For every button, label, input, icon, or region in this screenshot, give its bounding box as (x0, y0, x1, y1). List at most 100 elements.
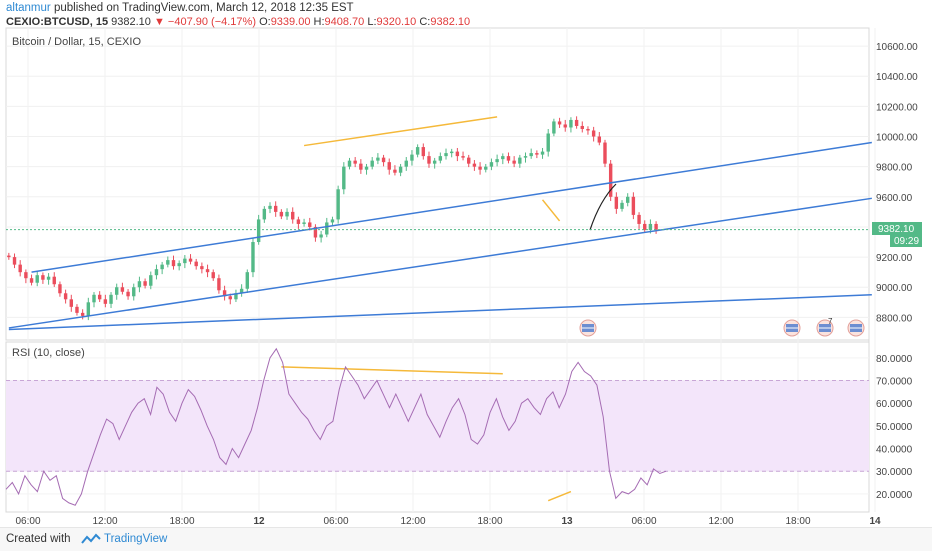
time-tick-label: 12:00 (92, 516, 117, 527)
price-tick-label: 9000.00 (876, 283, 913, 294)
lower-channel-line[interactable] (8, 197, 872, 329)
candle-body (444, 153, 448, 157)
candle-body (228, 296, 232, 300)
rsi-tick-label: 80.0000 (876, 354, 913, 365)
candle-body (126, 291, 130, 297)
price-divergence-drop-line[interactable] (541, 199, 561, 222)
candle-body (7, 255, 11, 258)
time-axis[interactable]: 06:00 12:00 18:00 12 06:00 12:00 18:00 13 06:00 1… (15, 516, 881, 527)
time-tick-label: 06:00 (323, 516, 348, 527)
price-tick-label: 8800.00 (876, 313, 913, 324)
candle-body (256, 219, 261, 243)
candle-body (103, 299, 108, 304)
upper-channel-line[interactable] (31, 141, 872, 273)
candle-body (41, 275, 45, 280)
candle-body (637, 214, 641, 224)
projection-arrow-drawing[interactable] (589, 183, 617, 231)
candle-body (336, 189, 340, 220)
candle-body (120, 287, 125, 292)
time-tick-label: 13 (561, 516, 573, 527)
candle-body (506, 156, 511, 161)
price-axis[interactable]: 10600.00 10400.00 10200.00 10000.00 9800.00 9… (876, 42, 918, 324)
rsi-divergence-bottom-line[interactable] (547, 490, 572, 502)
candle-body (268, 205, 272, 209)
change-value: −407.90 (−4.17%) (167, 16, 256, 28)
candle-body (415, 147, 420, 155)
time-tick-label: 18:00 (169, 516, 194, 527)
candle-body (291, 211, 295, 220)
candle-body (438, 156, 443, 161)
last-price-tag-text: 9382.10 (878, 224, 915, 235)
candle-body (166, 260, 170, 265)
candle-body (325, 222, 329, 235)
rsi-divergence-top-line[interactable] (281, 366, 503, 375)
candle-body (183, 258, 187, 264)
candle-body (620, 202, 624, 209)
candle-body (262, 208, 267, 220)
candle-body (472, 163, 477, 167)
candle-body (432, 160, 437, 164)
time-tick-label: 18:00 (785, 516, 810, 527)
rsi-axis[interactable]: 80.0000 70.0000 60.0000 50.0000 40.0000 30.00… (876, 354, 913, 501)
price-tick-label: 9200.00 (876, 253, 913, 264)
chart-canvas[interactable]: 10600.00 10400.00 10200.00 10000.00 9800.00 9… (0, 0, 932, 527)
candle-body (654, 223, 658, 230)
candle-body (421, 147, 426, 157)
price-tick-label: 9600.00 (876, 193, 913, 204)
ohlc-header: CEXIO:BTCUSD, 15 9382.10 ▼ −407.90 (−4.1… (6, 16, 470, 28)
us-flag-group-icon[interactable]: 7 (816, 317, 834, 337)
candle-body (552, 121, 556, 134)
candle-body (523, 156, 528, 158)
us-flag-icon[interactable] (847, 319, 865, 337)
tradingview-logo-icon (81, 533, 101, 544)
candle-body (518, 157, 522, 164)
long-term-support-line[interactable] (8, 294, 872, 331)
candle-body (580, 125, 584, 129)
candle-body (330, 219, 335, 223)
candle-body (364, 166, 369, 170)
us-flag-icon[interactable] (579, 319, 597, 337)
price-tick-label: 10000.00 (876, 133, 918, 144)
candle-body (92, 294, 96, 303)
candle-body (63, 293, 68, 300)
candle-body (591, 130, 596, 137)
trendline-drawings[interactable] (8, 116, 872, 502)
candle-body (427, 156, 431, 164)
candle-body (273, 205, 278, 212)
candle-body (143, 281, 147, 286)
candle-body (24, 272, 28, 279)
rsi-tick-label: 50.0000 (876, 422, 913, 433)
candle-body (132, 287, 136, 297)
us-flag-icon[interactable] (783, 319, 801, 337)
candle-body (557, 121, 562, 125)
rsi-series-line (5, 347, 667, 506)
event-count-badge: 7 (828, 317, 833, 326)
candle-body (512, 160, 516, 164)
low-value: 9320.10 (376, 16, 417, 28)
price-tick-label: 10400.00 (876, 72, 918, 83)
candle-body (46, 276, 51, 280)
price-pane-title: Bitcoin / Dollar, 15, CEXIO (12, 36, 141, 48)
time-tick-label: 06:00 (15, 516, 40, 527)
candle-body (302, 222, 306, 224)
candle-body (563, 124, 567, 128)
candle-body (313, 226, 318, 238)
tradingview-brand-link[interactable]: TradingView (104, 533, 168, 545)
candle-body (342, 166, 346, 190)
candle-body (597, 136, 602, 143)
published-text: published on TradingView.com, March 12, … (53, 2, 354, 14)
candle-body (69, 299, 73, 307)
candle-body (569, 119, 573, 128)
candle-body (546, 133, 550, 152)
candle-body (194, 261, 198, 267)
author-link[interactable]: altanmur (6, 2, 51, 14)
candle-body (308, 222, 312, 227)
last-price-value: 9382.10 (111, 16, 151, 28)
candle-body (529, 153, 533, 157)
price-divergence-top-line[interactable] (303, 116, 498, 147)
candle-body (12, 257, 17, 265)
candle-body (86, 302, 91, 316)
created-with-label: Created with (6, 533, 71, 545)
rsi-tick-label: 40.0000 (876, 445, 913, 456)
candle-body (353, 160, 357, 164)
